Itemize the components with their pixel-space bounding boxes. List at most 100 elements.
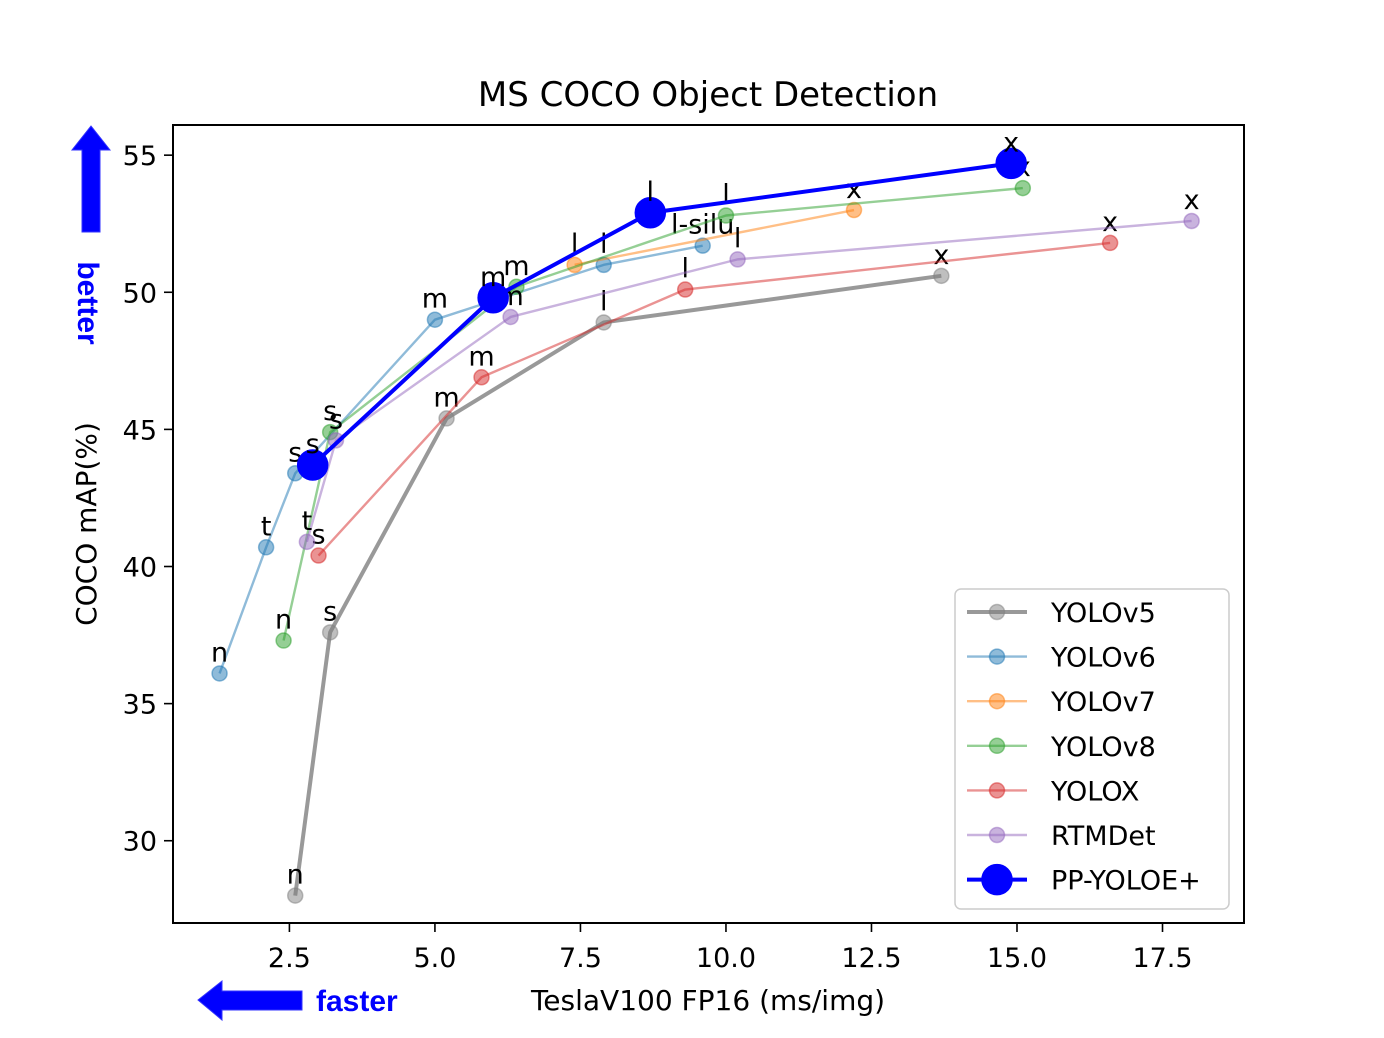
data-point	[321, 624, 339, 641]
data-label: t	[302, 506, 313, 537]
legend-label: YOLOv8	[1050, 732, 1156, 763]
data-label: l	[734, 223, 742, 254]
data-label: t	[261, 511, 272, 542]
data-point	[473, 369, 490, 386]
legend: YOLOv5 YOLOv6 YOLOv7 YOLOv8 YOLOX RTMDet PP-YO…	[954, 588, 1230, 910]
data-label: s	[323, 596, 337, 627]
data-label: n	[287, 860, 304, 891]
data-label: x	[846, 174, 862, 205]
x-tick-label: 7.5	[559, 943, 602, 974]
data-point	[676, 281, 694, 298]
data-label: m	[468, 341, 494, 372]
y-tick-label: 45	[123, 415, 157, 446]
data-label: l	[600, 286, 608, 317]
better-label: better	[71, 261, 104, 345]
data-label: l	[571, 229, 579, 260]
x-tick-label: 17.5	[1132, 943, 1192, 974]
data-label: m	[480, 262, 506, 293]
legend-marker	[988, 826, 1006, 844]
data-label: s	[306, 429, 320, 460]
data-label: s	[329, 404, 343, 435]
series-line	[305, 219, 1192, 543]
legend-marker	[988, 692, 1006, 710]
legend-label: YOLOv5	[1050, 598, 1156, 629]
data-label: l	[647, 177, 655, 208]
data-point	[1101, 234, 1119, 252]
series-line	[311, 161, 1012, 467]
data-label: l	[681, 254, 689, 285]
legend-marker	[988, 648, 1006, 665]
chart-title: MS COCO Object Detection	[478, 75, 938, 115]
data-point	[298, 533, 316, 551]
data-point	[995, 147, 1027, 180]
legend-label: YOLOv6	[1050, 643, 1156, 674]
x-tick-label: 12.5	[841, 943, 901, 974]
y-tick-label: 55	[123, 141, 157, 172]
data-point	[426, 311, 444, 328]
data-point	[477, 282, 509, 314]
x-tick-label: 5.0	[413, 943, 456, 974]
legend-item: YOLOX	[967, 776, 1139, 807]
series-line	[218, 244, 703, 674]
y-tick-label: 35	[123, 690, 157, 721]
data-label: x	[1003, 127, 1019, 158]
x-tick-label: 2.5	[268, 943, 311, 974]
legend-label: YOLOv7	[1050, 687, 1156, 718]
legend-marker	[988, 782, 1006, 799]
plot-area	[172, 124, 1245, 924]
data-point	[296, 449, 329, 481]
data-label: n	[211, 637, 228, 668]
x-axis-label: TeslaV100 FP16 (ms/img)	[530, 984, 885, 1017]
legend-item: PP-YOLOE+	[967, 863, 1201, 897]
data-point	[729, 251, 746, 268]
legend-item: YOLOv8	[967, 732, 1156, 763]
data-point	[502, 308, 519, 326]
legend-label: RTMDet	[1051, 821, 1156, 852]
x-axis-ticks: 2.5 5.0 7.5 10.0 12.5 15.0 17.5	[268, 923, 1193, 974]
series-pp-yoloe-: s m l x	[296, 127, 1027, 481]
better-arrow-icon	[70, 125, 112, 233]
data-point	[310, 547, 327, 564]
data-point	[1014, 179, 1032, 197]
y-tick-label: 30	[123, 827, 157, 858]
data-label: x	[933, 240, 949, 271]
legend-label: PP-YOLOE+	[1051, 866, 1201, 897]
data-label: x	[1184, 185, 1200, 216]
data-point	[275, 632, 292, 649]
legend-item: YOLOv6	[967, 643, 1156, 674]
data-label: n	[275, 605, 292, 636]
series-line	[574, 208, 855, 267]
data-point	[717, 207, 735, 224]
data-label: m	[422, 284, 448, 315]
x-tick-label: 10.0	[696, 943, 756, 974]
data-point	[634, 197, 667, 229]
data-label: l	[600, 229, 608, 260]
series-line	[293, 273, 942, 896]
data-point	[257, 539, 275, 556]
y-axis-label: COCO mAP(%)	[70, 422, 103, 626]
data-point	[694, 237, 711, 254]
series-yolov5: n s m l x	[287, 240, 950, 904]
y-tick-label: 50	[123, 278, 157, 309]
faster-arrow-icon	[197, 979, 303, 1022]
faster-label: faster	[316, 985, 398, 1018]
legend-item: RTMDet	[967, 821, 1156, 852]
data-point	[1183, 212, 1200, 230]
y-axis-ticks: 30 35 40 45 50 55	[123, 141, 173, 858]
x-tick-label: 15.0	[987, 943, 1047, 974]
series-rtmdet: t s m l x	[298, 185, 1200, 551]
series-yolox: s m l x	[310, 207, 1119, 564]
legend-item: YOLOv7	[967, 687, 1156, 718]
legend-marker	[988, 737, 1006, 755]
series-line	[317, 241, 1111, 557]
data-label: m	[433, 382, 459, 413]
data-point	[211, 665, 228, 682]
legend-marker	[988, 603, 1006, 621]
data-label: l	[722, 179, 730, 210]
legend-item: YOLOv5	[967, 598, 1156, 629]
data-label: x	[1102, 207, 1118, 238]
y-tick-label: 40	[123, 553, 157, 584]
